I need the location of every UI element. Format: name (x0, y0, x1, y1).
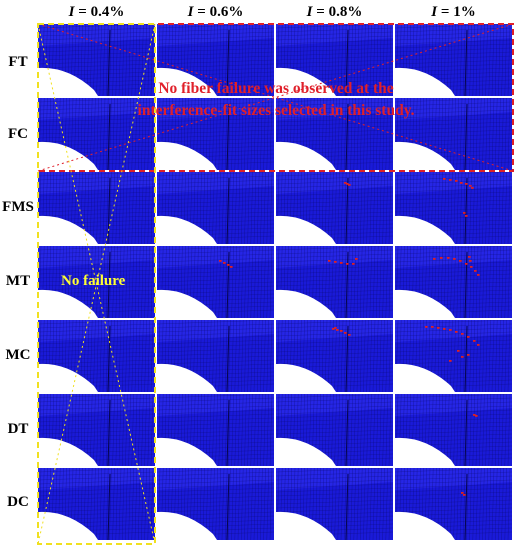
failure-mark (437, 327, 440, 329)
no-failure-label: No failure (61, 273, 126, 289)
column-header-2: I = 0.8% (306, 4, 363, 20)
failure-mark (440, 257, 443, 259)
failure-mark (334, 261, 337, 263)
mesh-panel-DC-0 (38, 468, 155, 540)
mesh-panel-MC-2 (276, 320, 393, 392)
failure-mark (348, 334, 351, 336)
row-header-FT: FT (8, 54, 28, 70)
failure-mark (461, 333, 464, 335)
mesh-panel-FMS-2 (276, 172, 393, 244)
failure-mark (467, 354, 470, 356)
row-header-FMS: FMS (2, 199, 34, 215)
failure-mark (455, 180, 458, 182)
failure-mark (455, 331, 458, 333)
failure-mark (433, 258, 436, 260)
fiber-notice-line-2: interference-fit sizes selected in this … (137, 102, 415, 119)
failure-mark (470, 266, 473, 268)
failure-mark (348, 184, 351, 186)
failure-mark (471, 187, 474, 189)
failure-mark (468, 256, 471, 258)
column-header-1: I = 0.6% (187, 4, 244, 20)
failure-mark (340, 330, 343, 332)
failure-mark (352, 263, 355, 265)
failure-mark (469, 185, 472, 187)
failure-mark (227, 264, 230, 266)
row-header-FC: FC (8, 126, 28, 142)
fiber-notice-line-1: No fiber failure was observed at the (158, 80, 394, 97)
failure-mark (473, 414, 476, 416)
failure-mark (447, 257, 450, 259)
failure-mark (469, 260, 472, 262)
failure-mark (449, 360, 452, 362)
failure-mark (431, 326, 434, 328)
mesh-panel-DT-3 (395, 394, 512, 466)
row-header-DC: DC (7, 494, 29, 510)
failure-mark (344, 332, 347, 334)
failure-mark (461, 356, 464, 358)
mesh-panel-FMS-0 (38, 172, 155, 244)
failure-mark (355, 258, 358, 260)
failure-mark (453, 258, 456, 260)
mesh-panel-DT-2 (276, 394, 393, 466)
failure-mark (336, 329, 339, 331)
failure-mark (460, 182, 463, 184)
mesh-panel-MC-1 (157, 320, 274, 392)
failure-mark (219, 260, 222, 262)
mesh-panel-DC-2 (276, 468, 393, 540)
failure-mark (449, 329, 452, 331)
failure-mark (463, 212, 466, 214)
mesh-panel-FMS-1 (157, 172, 274, 244)
failure-mark (425, 326, 428, 328)
mesh-panel-DC-1 (157, 468, 274, 540)
failure-mark (230, 266, 233, 268)
failure-mark (459, 260, 462, 262)
failure-mark (328, 260, 331, 262)
failure-mark (344, 182, 347, 184)
failure-mark (477, 344, 480, 346)
row-header-MT: MT (5, 273, 31, 289)
failure-mark (346, 183, 349, 185)
failure-mark (474, 270, 477, 272)
mesh-panel-FMS-3 (395, 172, 512, 244)
failure-mark (334, 327, 337, 329)
fiber-notice: No fiber failure was observed at the int… (40, 78, 512, 122)
failure-mark (465, 183, 468, 185)
failure-mark (346, 263, 349, 265)
failure-mark (467, 336, 470, 338)
failure-mark (477, 274, 480, 276)
failure-mark (463, 494, 466, 496)
failure-mark (475, 415, 478, 417)
column-header-3: I = 1% (431, 4, 476, 20)
failure-mark (473, 340, 476, 342)
failure-mark (461, 492, 464, 494)
failure-mark (443, 178, 446, 180)
failure-mark (340, 262, 343, 264)
failure-mark (465, 263, 468, 265)
mesh-panel-MT-3 (395, 246, 512, 318)
failure-mark (449, 179, 452, 181)
mesh-panel-MT-2 (276, 246, 393, 318)
mesh-panel-DC-3 (395, 468, 512, 540)
row-header-MC: MC (5, 347, 31, 363)
failure-mark (223, 262, 226, 264)
mesh-panel-MC-3 (395, 320, 512, 392)
mesh-panel-DT-1 (157, 394, 274, 466)
column-header-0: I = 0.4% (68, 4, 125, 20)
failure-mark (457, 350, 460, 352)
row-header-DT: DT (7, 421, 29, 437)
mesh-panel-MT-1 (157, 246, 274, 318)
failure-mark (332, 328, 335, 330)
mesh-panel-MC-0 (38, 320, 155, 392)
mesh-panel-DT-0 (38, 394, 155, 466)
failure-mark (465, 215, 468, 217)
failure-mark (443, 328, 446, 330)
